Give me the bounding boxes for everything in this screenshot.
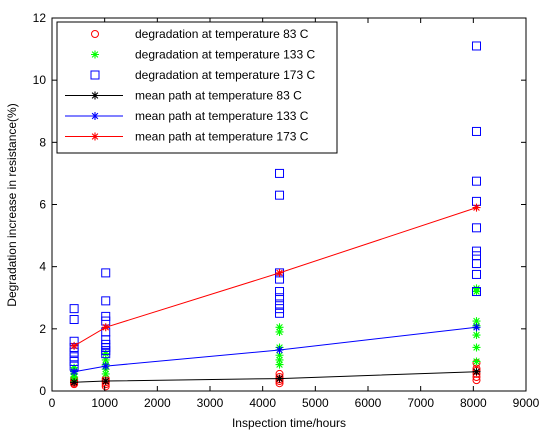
data-point — [471, 126, 481, 136]
mean-path-point — [101, 323, 110, 332]
x-tick-label: 4000 — [249, 396, 276, 410]
mean-path-point — [70, 367, 79, 376]
data-point — [69, 352, 79, 362]
mean-path-line — [73, 207, 477, 347]
series-5 — [70, 323, 481, 376]
x-tick-label: 6000 — [355, 396, 382, 410]
data-point — [275, 308, 285, 318]
y-tick-label: 12 — [33, 11, 47, 25]
data-point — [471, 287, 481, 297]
mean-path-point — [101, 377, 110, 386]
data-point — [471, 269, 481, 279]
data-point — [275, 355, 284, 364]
legend-item: mean path at temperature 83 C — [65, 89, 302, 103]
y-tick-label: 6 — [39, 198, 46, 212]
data-point — [275, 323, 284, 332]
legend-item: mean path at temperature 133 C — [65, 109, 309, 123]
data-point — [101, 355, 110, 364]
legend-box — [56, 21, 338, 154]
data-point — [101, 311, 111, 321]
data-point — [101, 268, 111, 278]
data-point — [101, 339, 111, 349]
legend-marker — [91, 112, 99, 120]
data-point — [69, 356, 79, 366]
data-point — [471, 251, 481, 261]
x-tick-label: 2000 — [144, 396, 171, 410]
mean-path-point — [472, 367, 481, 376]
x-tick-label: 1000 — [91, 396, 118, 410]
y-axis-label: Degradation increase in resistance(%) — [5, 103, 19, 306]
y-tick-label: 8 — [39, 135, 46, 149]
data-point — [275, 304, 285, 314]
data-point — [275, 299, 285, 309]
legend-label: mean path at temperature 133 C — [135, 109, 309, 123]
mean-path-point — [70, 378, 79, 387]
series-6 — [70, 203, 481, 350]
data-point — [472, 331, 481, 340]
legend-label: mean path at temperature 83 C — [135, 89, 302, 103]
y-tick-label: 2 — [39, 322, 46, 336]
legend-label: degradation at temperature 173 C — [135, 68, 315, 82]
x-tick-label: 7000 — [407, 396, 434, 410]
data-point — [275, 351, 284, 360]
legend-marker — [91, 132, 99, 141]
y-tick-label: 4 — [39, 260, 46, 274]
mean-path-line — [74, 371, 477, 383]
data-point — [70, 363, 79, 372]
mean-path-point — [275, 268, 284, 277]
legend-marker — [91, 91, 99, 100]
legend-label: degradation at temperature 83 C — [135, 27, 309, 41]
data-point — [101, 369, 110, 378]
legend: degradation at temperature 83 C degradati… — [56, 21, 338, 154]
x-tick-label: 3000 — [197, 396, 224, 410]
data-point — [69, 315, 79, 325]
data-point — [472, 357, 481, 366]
data-point — [275, 293, 285, 303]
mean-path-point — [472, 203, 481, 212]
y-tick-label: 0 — [39, 384, 46, 398]
mean-path-point — [70, 341, 79, 350]
data-point — [275, 327, 284, 336]
data-point — [472, 284, 481, 293]
mean-path-point — [472, 323, 481, 332]
legend-label: degradation at temperature 133 C — [135, 48, 315, 62]
data-point — [275, 168, 285, 178]
data-point — [472, 317, 481, 326]
data-point — [69, 304, 79, 314]
x-tick-label: 8000 — [460, 396, 487, 410]
data-point — [472, 343, 481, 352]
data-point — [472, 376, 481, 385]
data-point — [101, 349, 110, 358]
data-point — [275, 190, 285, 200]
legend-item: degradation at temperature 83 C — [91, 27, 309, 41]
data-point — [275, 360, 284, 369]
series-4 — [70, 367, 481, 387]
legend-marker — [91, 50, 99, 59]
data-point — [101, 296, 111, 306]
data-point — [275, 287, 285, 297]
legend-item: degradation at temperature 133 C — [91, 48, 315, 62]
x-tick-label: 0 — [49, 396, 56, 410]
legend-marker — [91, 30, 99, 38]
data-point — [471, 41, 481, 51]
legend-label: mean path at temperature 173 C — [135, 130, 309, 144]
x-tick-label: 5000 — [302, 396, 329, 410]
mean-path-point — [275, 374, 284, 383]
mean-path-point — [101, 362, 110, 371]
data-point — [471, 176, 481, 186]
mean-path-line — [74, 326, 477, 373]
legend-marker — [90, 70, 100, 80]
legend-item: degradation at temperature 173 C — [90, 68, 315, 82]
x-tick-label: 9000 — [513, 396, 540, 410]
data-point — [471, 223, 481, 233]
mean-path-point — [275, 345, 284, 354]
y-tick-label: 10 — [33, 73, 47, 87]
data-point — [471, 246, 481, 256]
legend-item: mean path at temperature 173 C — [65, 130, 309, 144]
x-axis-label: Inspection time/hours — [232, 416, 346, 430]
